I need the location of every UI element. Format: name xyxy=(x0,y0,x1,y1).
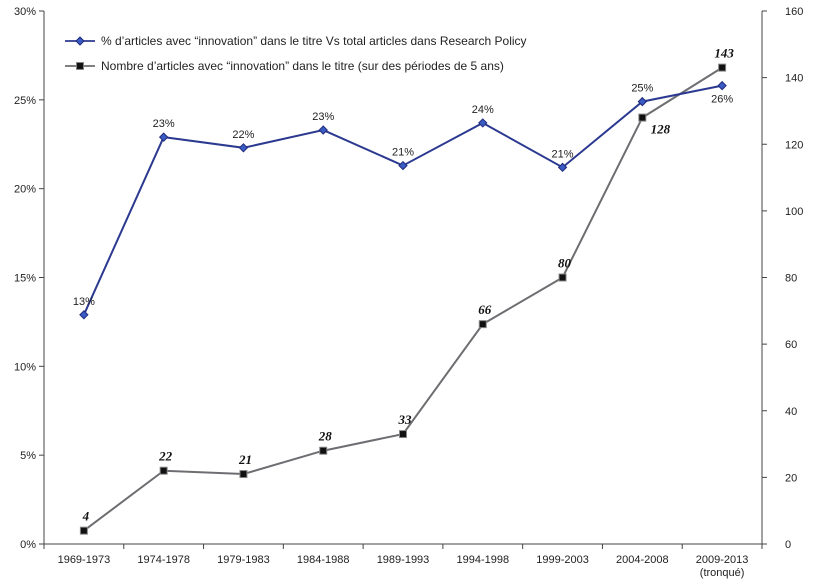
count-data-label: 128 xyxy=(651,122,671,137)
y-left-tick-label: 15% xyxy=(14,273,36,285)
count-point xyxy=(159,466,168,475)
y-right-tick-label: 0 xyxy=(785,539,791,551)
percentage-data-label: 21% xyxy=(552,148,574,160)
y-right-tick-label: 100 xyxy=(785,206,803,218)
count-data-label: 80 xyxy=(558,256,572,271)
count-data-label: 22 xyxy=(158,449,173,464)
percentage-point xyxy=(717,80,727,91)
percentage-point xyxy=(637,96,648,107)
axes: 0% 5% 10% 15% 20% 25% 30% 0 20 40 60 80 100 120 140 160… xyxy=(14,6,803,579)
count-series-line xyxy=(83,66,723,532)
percentage-data-label: 26% xyxy=(711,94,733,106)
percentage-point xyxy=(318,125,328,135)
count-point xyxy=(239,470,248,479)
percentage-point xyxy=(238,143,249,153)
count-point xyxy=(478,320,487,329)
count-point xyxy=(638,113,647,122)
percentage-data-label: 22% xyxy=(232,129,254,141)
series-lines xyxy=(82,66,723,532)
markers xyxy=(79,63,727,535)
x-tick-label: 1979-1983 xyxy=(217,554,270,566)
count-point xyxy=(79,526,88,535)
x-tick-label: 2004-2008 xyxy=(616,554,669,566)
legend-marker-count xyxy=(76,62,84,70)
count-data-label: 33 xyxy=(398,412,413,427)
percentage-data-label: 24% xyxy=(472,104,494,116)
x-tick-label: 2009-2013 xyxy=(696,554,749,566)
y-left-tick-label: 20% xyxy=(14,184,36,196)
percentage-series-line xyxy=(82,84,723,316)
percentage-point xyxy=(557,162,568,173)
x-tick-label: 1969-1973 xyxy=(58,554,111,566)
percentage-data-label: 23% xyxy=(153,118,175,130)
data-labels: 13% 23% 22% 23% 21% 24% 21% 25% 26% 4 22 21 28 33 66 80… xyxy=(73,46,734,524)
percentage-point xyxy=(478,118,488,128)
legend-marker-percentage xyxy=(75,36,85,46)
count-point xyxy=(718,63,727,72)
x-tick-label: 1974-1978 xyxy=(137,554,190,566)
x-tick-label: 1989-1993 xyxy=(377,554,430,566)
y-right-tick-label: 60 xyxy=(785,339,797,351)
count-data-label: 21 xyxy=(238,452,252,467)
count-point xyxy=(399,430,407,439)
x-tick-label: 1999-2003 xyxy=(536,554,589,566)
y-right-tick-label: 40 xyxy=(785,406,797,418)
count-data-label: 4 xyxy=(82,509,90,524)
x-tick-label: 1984-1988 xyxy=(297,554,350,566)
legend-label-count: Nombre d’articles avec “innovation” dans… xyxy=(101,59,504,73)
count-data-label: 143 xyxy=(714,46,734,61)
y-left-tick-label: 5% xyxy=(20,450,36,462)
y-left-tick-label: 10% xyxy=(14,361,36,373)
percentage-data-label: 23% xyxy=(312,111,334,123)
percentage-point xyxy=(398,160,408,171)
y-right-tick-label: 80 xyxy=(785,273,797,285)
percentage-data-label: 13% xyxy=(73,296,95,308)
legend-label-percentage: % d’articles avec “innovation” dans le t… xyxy=(101,34,527,48)
legend: % d’articles avec “innovation” dans le t… xyxy=(65,34,527,73)
percentage-data-label: 21% xyxy=(392,147,414,159)
y-left-tick-label: 0% xyxy=(20,539,36,551)
count-point xyxy=(558,273,567,282)
x-tick-label: 1994-1998 xyxy=(456,554,509,566)
count-data-label: 66 xyxy=(478,302,492,317)
percentage-point xyxy=(158,132,169,142)
y-left-tick-label: 30% xyxy=(14,6,36,18)
percentage-point xyxy=(79,310,89,320)
y-right-tick-label: 140 xyxy=(785,73,803,85)
y-right-tick-label: 120 xyxy=(785,139,803,151)
x-tick-sublabel: (tronqué) xyxy=(700,567,745,579)
percentage-data-label: 25% xyxy=(631,83,653,95)
count-data-label: 28 xyxy=(318,429,333,444)
y-left-tick-label: 25% xyxy=(14,95,36,107)
y-right-tick-label: 160 xyxy=(785,6,803,18)
y-right-tick-label: 20 xyxy=(785,472,797,484)
count-point xyxy=(319,446,328,455)
